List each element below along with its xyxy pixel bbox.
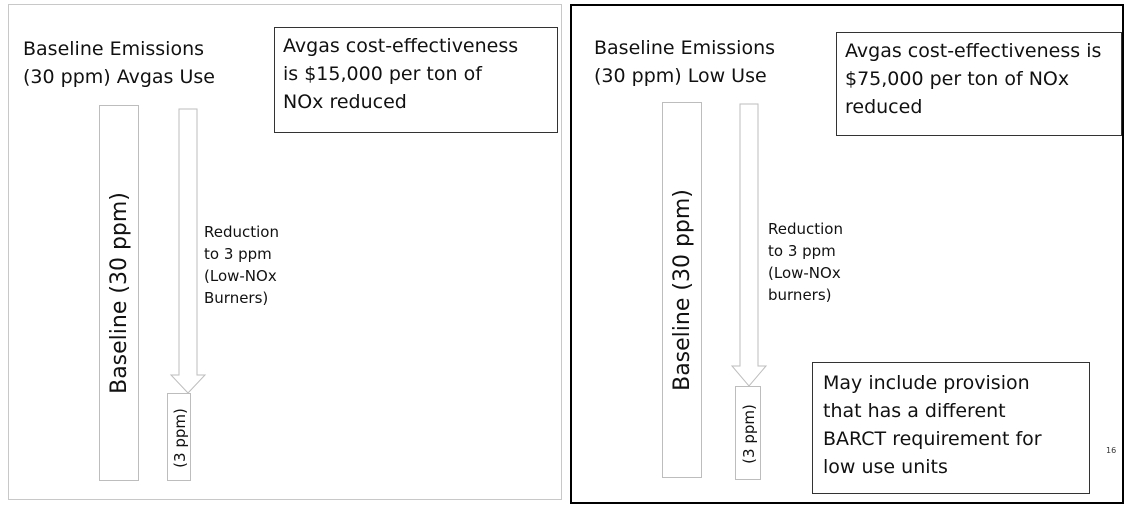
left-cost-line2: is $15,000 per ton of: [283, 63, 482, 85]
right-reduction-note: Reduction to 3 ppm (Low-NOx burners): [768, 218, 843, 306]
left-3ppm-label: (3 ppm): [171, 408, 189, 468]
right-reduction-arrow: [730, 103, 768, 387]
left-heading: Baseline Emissions (30 ppm) Avgas Use: [23, 35, 215, 91]
left-cost-line1: Avgas cost-effectiveness: [283, 35, 519, 57]
left-cost-line3: NOx reduced: [283, 91, 407, 113]
left-heading-line2: (30 ppm) Avgas Use: [23, 66, 215, 88]
right-baseline-label: Baseline (30 ppm): [670, 189, 695, 391]
right-cost-box: Avgas cost-effectiveness is $75,000 per …: [836, 32, 1122, 136]
right-heading-line2: (30 ppm) Low Use: [594, 65, 767, 87]
page-number: 16: [1106, 446, 1117, 455]
left-reduction-line4: Burners): [204, 289, 269, 307]
right-heading-line1: Baseline Emissions: [594, 37, 776, 59]
right-cost-line1: Avgas cost-effectiveness is: [845, 40, 1102, 62]
right-cost-line3: reduced: [845, 96, 923, 118]
right-provision-line2: that has a different: [823, 400, 1006, 422]
left-baseline-label: Baseline (30 ppm): [107, 192, 132, 394]
right-provision-line4: low use units: [823, 456, 948, 478]
right-reduction-line4: burners): [768, 286, 832, 304]
left-reduction-note: Reduction to 3 ppm (Low-NOx Burners): [204, 221, 279, 309]
left-panel: Baseline Emissions (30 ppm) Avgas Use Av…: [8, 4, 562, 500]
left-cost-box: Avgas cost-effectiveness is $15,000 per …: [274, 27, 558, 133]
right-heading: Baseline Emissions (30 ppm) Low Use: [594, 34, 775, 90]
left-reduction-arrow: [169, 108, 207, 394]
right-3ppm-label: (3 ppm): [740, 404, 758, 464]
right-provision-line3: BARCT requirement for: [823, 428, 1042, 450]
right-reduction-line2: to 3 ppm: [768, 242, 836, 260]
right-cost-line2: $75,000 per ton of NOx: [845, 68, 1070, 90]
right-reduction-line1: Reduction: [768, 220, 843, 238]
left-baseline-bar: Baseline (30 ppm): [99, 105, 139, 481]
right-3ppm-box: (3 ppm): [735, 386, 761, 480]
right-provision-box: May include provision that has a differe…: [812, 362, 1090, 494]
right-panel: Baseline Emissions (30 ppm) Low Use Avga…: [570, 4, 1124, 504]
right-reduction-line3: (Low-NOx: [768, 264, 841, 282]
left-reduction-line3: (Low-NOx: [204, 267, 277, 285]
left-reduction-line1: Reduction: [204, 223, 279, 241]
left-3ppm-box: (3 ppm): [167, 393, 191, 481]
right-baseline-bar: Baseline (30 ppm): [662, 102, 702, 478]
left-heading-line1: Baseline Emissions: [23, 38, 205, 60]
left-reduction-line2: to 3 ppm: [204, 245, 272, 263]
right-provision-line1: May include provision: [823, 372, 1030, 394]
